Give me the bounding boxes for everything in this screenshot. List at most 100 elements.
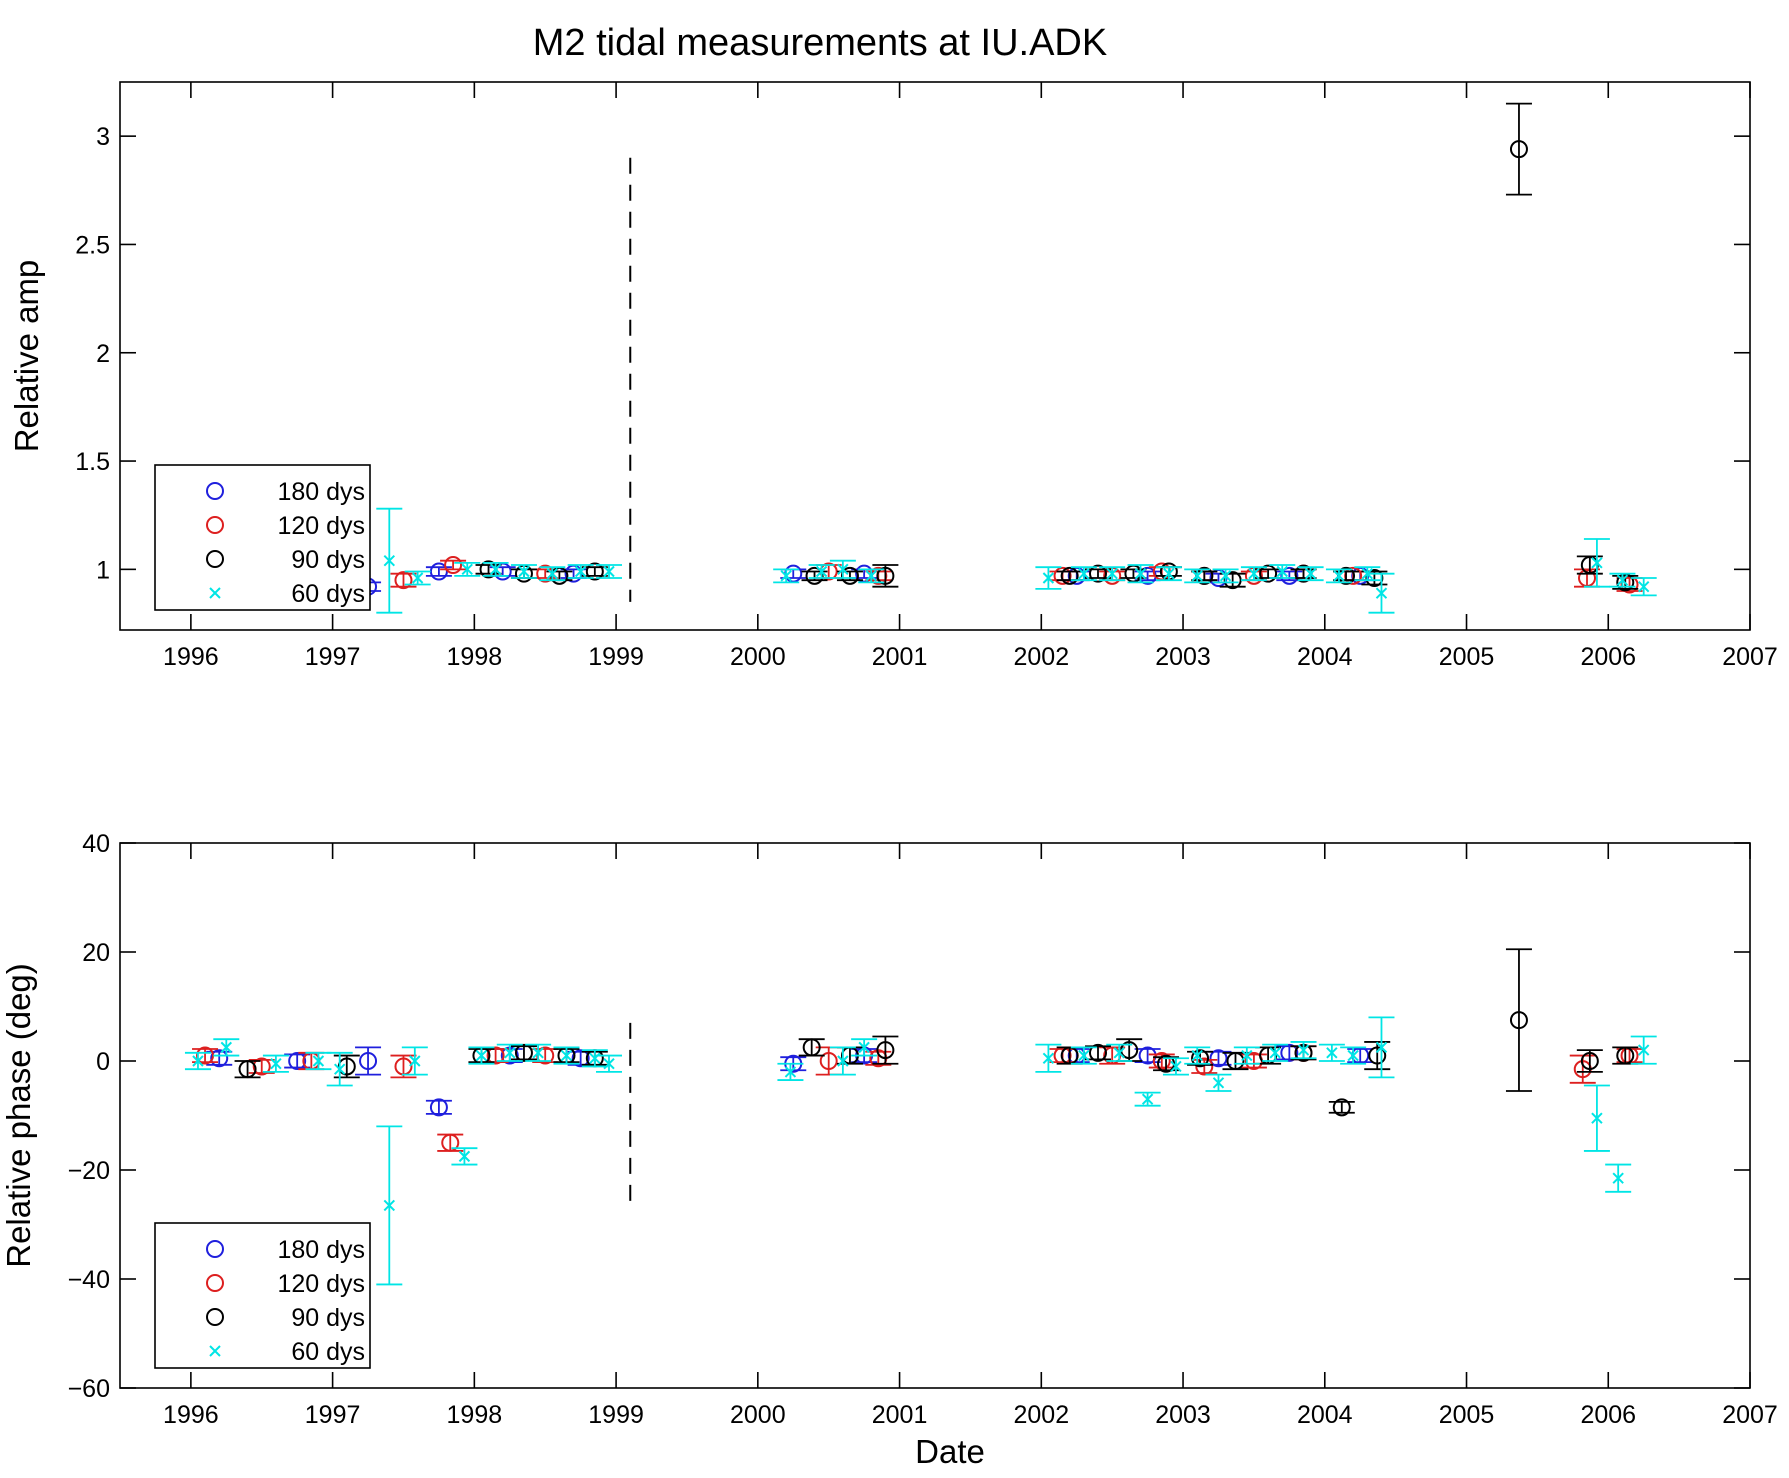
legend-entry: 120 dys [206, 512, 365, 540]
circle-marker [444, 556, 463, 575]
x-tick-label: 1998 [447, 1401, 503, 1429]
circle-marker [840, 566, 859, 585]
circle-marker [1053, 566, 1072, 585]
circle-marker [585, 562, 604, 581]
x-marker [1637, 580, 1650, 593]
x-marker [815, 565, 828, 578]
legend-entry: 90 dys [206, 1304, 365, 1332]
data-point [1162, 1057, 1189, 1076]
circle-marker [196, 1046, 215, 1065]
data-point [510, 1043, 537, 1062]
x-tick-label: 2007 [1722, 643, 1778, 671]
data-point [206, 1049, 233, 1068]
circle-marker [429, 1098, 448, 1117]
data-point [404, 570, 431, 586]
data-point [248, 1057, 275, 1076]
x-marker [1212, 1077, 1225, 1089]
x-tick-label: 2003 [1155, 1401, 1211, 1429]
amplitude-panel: 1996 1997 1998 1999 2000 2001 2002 2003 2004 2005… [8, 81, 1778, 671]
circle-marker [805, 566, 824, 585]
data-point [440, 556, 467, 575]
x-marker [518, 565, 530, 578]
circle-marker [441, 1133, 460, 1152]
x-marker [1276, 565, 1288, 578]
x-tick-label: 2001 [872, 1401, 928, 1429]
data-point [192, 1046, 219, 1065]
x-marker [1304, 567, 1317, 580]
x-marker [1078, 1049, 1090, 1062]
legend-circle-marker [206, 516, 224, 534]
x-tick-label: 2004 [1297, 643, 1353, 671]
x-marker [865, 570, 877, 582]
legend-entry: 60 dys [209, 580, 365, 608]
x-tick-label: 2003 [1155, 643, 1211, 671]
data-point [798, 1038, 825, 1057]
x-marker [1637, 1044, 1650, 1056]
legend: 180 dys 120 dys 90 dys 60 dys [154, 1222, 371, 1369]
x-marker [220, 1041, 233, 1054]
data-point [1240, 566, 1267, 582]
data-point [829, 1046, 856, 1076]
circle-marker [394, 571, 413, 590]
x-marker [1042, 1052, 1055, 1064]
data-point [1106, 1043, 1133, 1062]
x-tick-label: 2002 [1013, 643, 1069, 671]
legend-circle-marker [206, 1240, 224, 1258]
data-point [1070, 566, 1097, 582]
data-point [872, 1035, 899, 1065]
x-marker [780, 570, 792, 582]
x-tick-label: 2006 [1580, 1401, 1636, 1429]
data-point [1354, 566, 1381, 582]
data-point [525, 1043, 552, 1062]
data-point [451, 1147, 478, 1166]
data-point [1318, 1043, 1345, 1062]
data-point [836, 566, 863, 585]
circle-marker [1103, 1046, 1122, 1065]
data-point [567, 564, 594, 579]
x-marker [574, 565, 587, 578]
x-axis-label: Date [915, 1433, 985, 1470]
series-60-dys [184, 1016, 1657, 1286]
x-tick-label: 2000 [730, 643, 786, 671]
x-marker [383, 554, 396, 567]
circle-marker [802, 1038, 821, 1057]
x-tick-label: 2006 [1580, 643, 1636, 671]
x-marker [1269, 1047, 1281, 1059]
x-marker [1113, 1047, 1125, 1059]
y-tick-label: 2 [96, 340, 110, 368]
x-marker [1191, 570, 1203, 582]
data-point [496, 1043, 523, 1062]
data-point [1191, 566, 1218, 585]
legend-label: 120 dys [277, 1270, 365, 1298]
plot-area [184, 948, 1657, 1286]
x-marker [461, 563, 473, 576]
data-point [1269, 564, 1296, 579]
circle-marker [1280, 1043, 1299, 1062]
circle-marker [210, 1049, 229, 1068]
y-tick-label: −40 [68, 1266, 110, 1294]
data-point [510, 564, 537, 579]
circle-marker [1259, 1046, 1278, 1065]
plot-frame [119, 842, 1751, 1389]
x-marker [270, 1058, 282, 1070]
x-marker [489, 563, 502, 576]
circle-marker [486, 1046, 505, 1065]
data-point [401, 1046, 428, 1076]
data-point [376, 1125, 403, 1286]
circle-marker [359, 1052, 378, 1070]
y-tick-label: 1 [96, 556, 110, 584]
x-tick-label: 2005 [1439, 643, 1495, 671]
x-marker [1141, 1093, 1154, 1105]
data-point [1630, 1035, 1657, 1065]
y-tick-label: 1.5 [75, 448, 110, 476]
data-point [1576, 1049, 1603, 1073]
data-point [1205, 1073, 1232, 1092]
data-point [1205, 1049, 1232, 1068]
data-point [1609, 572, 1636, 588]
x-marker [784, 1066, 797, 1078]
data-point [858, 568, 885, 584]
legend-entry: 60 dys [209, 1338, 365, 1366]
data-point [1056, 566, 1083, 585]
x-marker [504, 1047, 516, 1059]
legend-label: 180 dys [277, 478, 365, 506]
